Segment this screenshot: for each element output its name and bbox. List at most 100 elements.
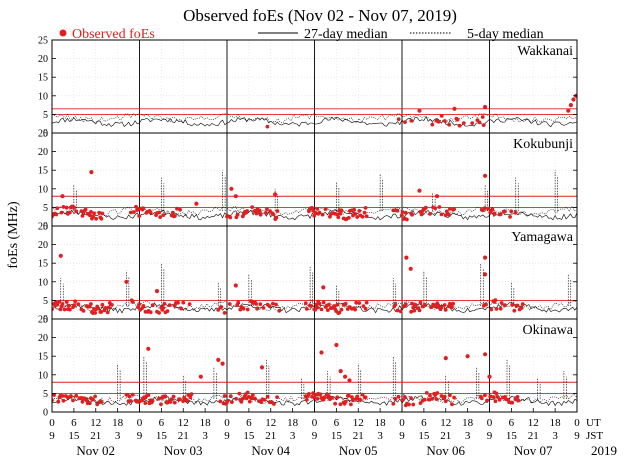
x-tick-label-jst: 15 [331, 430, 343, 442]
observed-point [322, 395, 327, 400]
observed-point [99, 400, 104, 404]
observed-point [503, 303, 507, 307]
x-tick-label-ut: 12 [90, 417, 101, 429]
observed-point [483, 393, 487, 398]
observed-point [339, 307, 344, 312]
x-tick-label-ut: 6 [246, 417, 252, 429]
x-tick-label-jst: 9 [574, 430, 580, 442]
observed-point [110, 303, 114, 307]
observed-point [313, 210, 318, 215]
observed-point [353, 307, 357, 312]
x-tick-label-jst: 15 [156, 430, 168, 442]
observed-point [362, 210, 367, 215]
observed-point [73, 299, 77, 304]
observed-point [60, 302, 65, 306]
observed-point [343, 301, 348, 306]
observed-point [364, 214, 369, 219]
observed-point [395, 308, 400, 313]
observed-point [495, 395, 500, 399]
observed-point [343, 399, 348, 404]
observed-point [349, 402, 353, 407]
observed-point [447, 122, 451, 127]
observed-point [80, 214, 85, 218]
date-label: Nov 06 [426, 443, 465, 457]
observed-point [170, 210, 175, 215]
observed-point [317, 302, 322, 306]
observed-point [157, 210, 162, 215]
observed-point [443, 356, 448, 361]
observed-point [80, 399, 85, 404]
observed-point [498, 306, 503, 311]
observed-point [428, 212, 432, 216]
observed-point [81, 309, 86, 313]
observed-point [124, 279, 129, 284]
observed-point [487, 374, 492, 379]
observed-point [161, 213, 166, 218]
observed-point [64, 300, 69, 304]
observed-point [74, 393, 79, 398]
jst-label: JST [586, 430, 603, 442]
observed-point [443, 399, 448, 404]
x-tick-label-jst: 21 [178, 430, 189, 442]
x-tick-label-jst: 21 [265, 430, 276, 442]
panel-wakkanai: 0 5 10 15 20 25 Wakkanai [38, 36, 578, 140]
x-tick-label-jst: 9 [399, 430, 405, 442]
date-label: Nov 02 [76, 443, 115, 457]
observed-point [68, 307, 72, 312]
year-label: 2019 [591, 443, 617, 457]
observed-point [163, 394, 168, 399]
observed-point [91, 215, 95, 219]
x-tick-label-jst: 9 [137, 430, 143, 442]
observed-point [435, 391, 440, 395]
observed-point [417, 308, 422, 313]
observed-point [179, 306, 184, 311]
observed-point [409, 309, 413, 314]
observed-point [158, 215, 163, 220]
observed-point [146, 393, 151, 397]
observed-point [59, 210, 64, 215]
observed-point [493, 298, 498, 303]
observed-point [457, 123, 462, 128]
observed-point [427, 397, 431, 402]
x-tick-label-jst: 21 [90, 430, 101, 442]
observed-point [136, 207, 141, 212]
legend-median5-label: 5-day median [467, 27, 544, 42]
observed-point [434, 194, 440, 199]
y-tick-label: 5 [43, 110, 48, 121]
observed-point [360, 214, 365, 219]
observed-point [448, 207, 452, 211]
observed-point [355, 215, 360, 219]
x-tick-label-ut: 0 [224, 417, 230, 429]
observed-point [423, 205, 428, 210]
observed-point [267, 304, 272, 309]
observed-point [230, 400, 234, 404]
station-name: Kokubunji [513, 137, 573, 152]
observed-point [275, 395, 279, 399]
observed-point [56, 399, 61, 404]
observed-point [71, 398, 75, 403]
observed-point [353, 211, 357, 216]
y-tick-label: 20 [38, 147, 48, 158]
x-tick-label-jst: 9 [49, 430, 55, 442]
observed-point [465, 354, 470, 359]
observed-point [72, 303, 76, 307]
observed-point [188, 395, 193, 400]
observed-point [137, 302, 142, 306]
observed-point [439, 305, 444, 310]
observed-point [100, 302, 105, 307]
observed-point [409, 396, 413, 400]
observed-point [319, 307, 324, 312]
observed-point [307, 392, 311, 396]
observed-point [351, 398, 355, 403]
observed-point [417, 188, 422, 193]
observed-point [150, 399, 155, 403]
observed-point [311, 391, 315, 396]
x-tick-label-jst: 21 [353, 430, 364, 442]
observed-point [396, 117, 401, 121]
observed-point [443, 119, 447, 123]
observed-point [264, 211, 268, 215]
y-tick-label: 25 [38, 315, 48, 326]
observed-point [323, 207, 328, 211]
observed-point [261, 306, 266, 310]
observed-point [357, 209, 362, 213]
